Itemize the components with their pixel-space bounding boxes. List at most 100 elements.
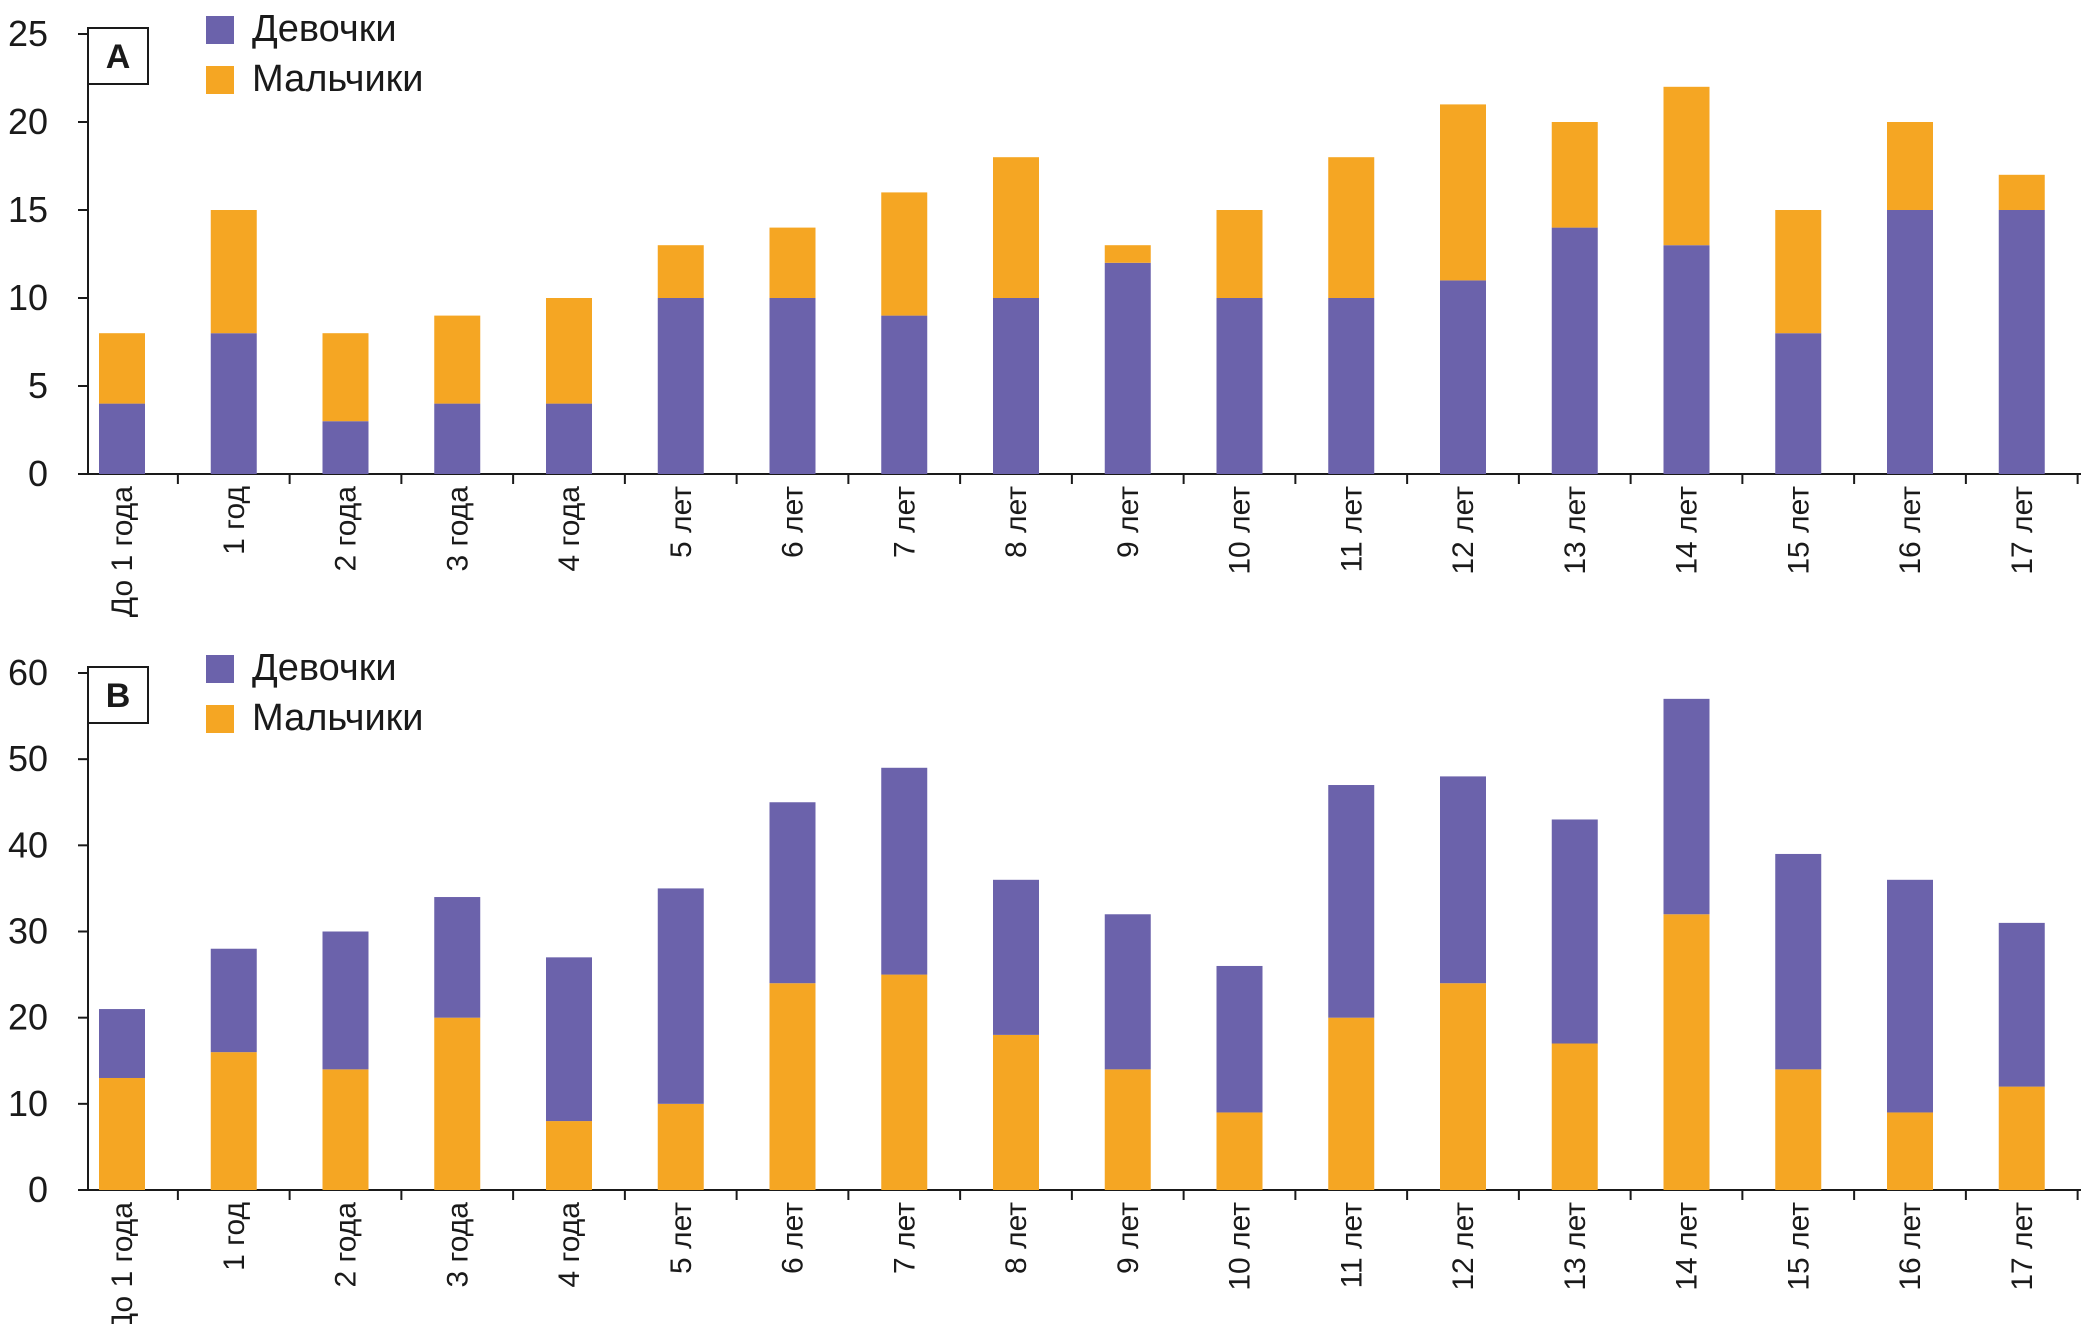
bar-girls: [993, 298, 1039, 474]
bar-boys: [99, 333, 145, 404]
bar-boys: [1998, 174, 2045, 210]
x-tick-label: 1 год: [218, 1202, 251, 1271]
bar-boys: [434, 1017, 481, 1190]
y-tick-label: 60: [8, 652, 48, 693]
bar-girls: [1887, 879, 1933, 1113]
bar-boys: [546, 298, 592, 404]
bar-girls: [322, 931, 369, 1070]
x-tick-label: 5 лет: [665, 1202, 698, 1274]
y-tick-label: 50: [8, 738, 48, 779]
bar-girls: [1551, 819, 1598, 1044]
x-tick-label: 12 лет: [1447, 1202, 1480, 1291]
bar-girls: [1998, 922, 2045, 1087]
x-tick-label: 6 лет: [777, 486, 810, 558]
legend-swatch: [206, 66, 234, 94]
y-tick-label: 30: [8, 911, 48, 952]
x-tick-label: 8 лет: [1000, 486, 1033, 558]
bar-girls: [769, 802, 816, 984]
panel-a: 0 5 10 15 20 25 До 1 года 1 год 2 года 3 года 4 го…: [8, 8, 2081, 617]
bar-boys: [434, 315, 481, 404]
x-tick-label: 4 года: [553, 486, 586, 572]
bar-boys: [1104, 245, 1151, 263]
bar-girls: [1998, 210, 2045, 474]
x-tick-label: До 1 года: [106, 486, 139, 618]
bar-girls: [1887, 210, 1933, 474]
bar-boys: [546, 1121, 592, 1190]
x-tick-label: 10 лет: [1224, 1202, 1257, 1291]
bar-boys: [1551, 1043, 1598, 1190]
x-tick-label: 16 лет: [1894, 1202, 1927, 1291]
x-tick-label: 2 года: [330, 486, 363, 572]
bar-girls: [881, 315, 928, 474]
y-tick-label: 20: [8, 101, 48, 142]
x-tick-label: 5 лет: [665, 486, 698, 558]
bar-girls: [210, 333, 257, 474]
x-tick-label: 11 лет: [1335, 1202, 1368, 1289]
bar-girls: [1104, 262, 1151, 474]
bar-girls: [1440, 776, 1486, 984]
bar-girls: [434, 403, 481, 474]
bar-girls: [322, 421, 369, 474]
bar-girls: [1775, 853, 1822, 1070]
bar-girls: [210, 948, 257, 1053]
x-tick-label: 2 года: [330, 1202, 363, 1288]
bar-girls: [1216, 298, 1263, 474]
x-tick-label: 3 года: [441, 1202, 474, 1288]
x-tick-label: 17 лет: [2006, 486, 2039, 575]
bar-boys: [210, 210, 257, 334]
bar-girls: [1775, 333, 1822, 474]
bar-boys: [1328, 1017, 1375, 1190]
x-tick-label: 8 лет: [1000, 1202, 1033, 1274]
y-tick-label: 40: [8, 824, 48, 865]
x-tick-label: 10 лет: [1224, 486, 1257, 575]
bar-girls: [1551, 227, 1598, 474]
bar-boys: [993, 1034, 1039, 1190]
panel-label: B: [106, 677, 131, 715]
x-tick-label: 12 лет: [1447, 486, 1480, 575]
bar-boys: [1663, 86, 1710, 246]
bar-girls: [1663, 698, 1710, 915]
x-tick-label: 15 лет: [1782, 486, 1815, 575]
bar-boys: [881, 192, 928, 316]
bar-boys: [1328, 157, 1375, 298]
bar-girls: [993, 879, 1039, 1035]
bar-boys: [993, 157, 1039, 298]
x-tick-label: 13 лет: [1559, 486, 1592, 575]
bar-girls: [99, 1009, 145, 1078]
bar-girls: [1440, 280, 1486, 474]
bar-boys: [881, 974, 928, 1190]
bar-girls: [1328, 785, 1375, 1018]
bar-girls: [546, 957, 592, 1122]
y-tick-label: 10: [8, 277, 48, 318]
y-tick-label: 25: [8, 13, 48, 54]
bar-boys: [769, 227, 816, 298]
x-tick-label: 7 лет: [888, 1202, 921, 1274]
y-tick-label: 0: [28, 453, 48, 494]
bar-boys: [210, 1052, 257, 1190]
bar-girls: [1328, 298, 1375, 474]
panel-label-box: [87, 666, 149, 724]
bar-girls: [546, 403, 592, 474]
x-tick-label: 14 лет: [1671, 486, 1704, 575]
x-tick-label: 14 лет: [1671, 1202, 1704, 1291]
bar-girls: [434, 897, 481, 1018]
bar-boys: [1216, 1112, 1263, 1190]
bar-girls: [99, 403, 145, 474]
y-tick-label: 0: [28, 1169, 48, 1210]
bar-boys: [769, 983, 816, 1190]
y-tick-label: 15: [8, 189, 48, 230]
bar-boys: [1775, 210, 1822, 334]
bar-girls: [1663, 245, 1710, 474]
y-tick-label: 20: [8, 997, 48, 1038]
x-tick-label: 15 лет: [1782, 1202, 1815, 1291]
bar-boys: [322, 1069, 369, 1190]
x-tick-label: 13 лет: [1559, 1202, 1592, 1291]
x-tick-label: 16 лет: [1894, 486, 1927, 575]
x-tick-label: 7 лет: [888, 486, 921, 558]
bar-boys: [1216, 210, 1263, 298]
bar-girls: [657, 298, 704, 474]
bar-boys: [1887, 122, 1933, 210]
bar-girls: [881, 767, 928, 975]
legend-label: Девочки: [252, 8, 397, 50]
